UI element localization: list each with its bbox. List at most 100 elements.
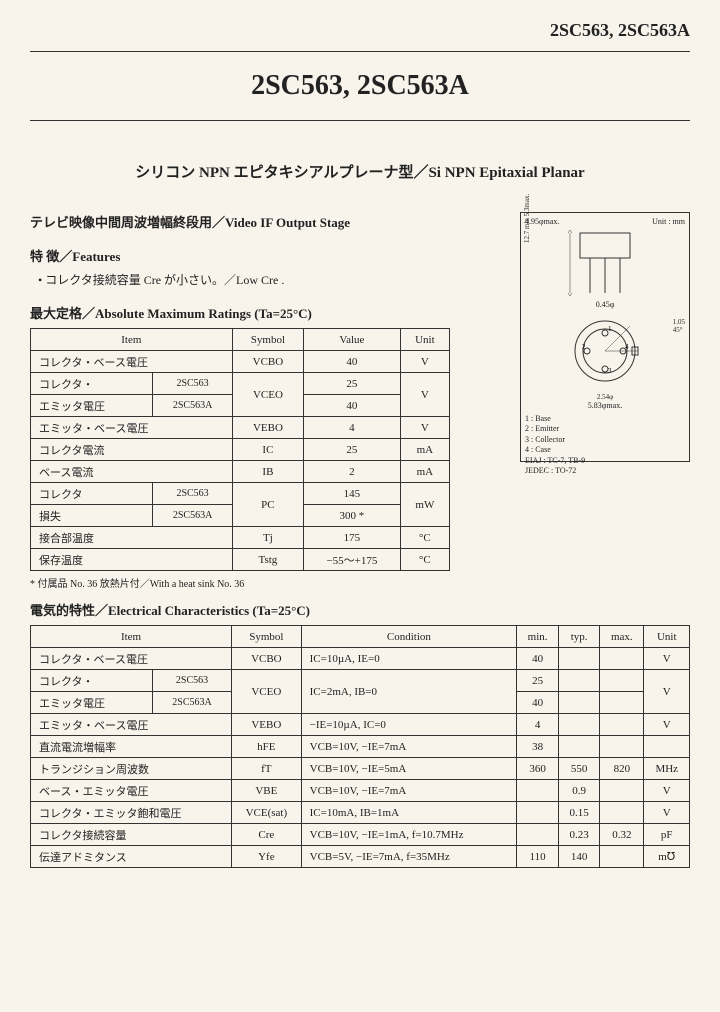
rating-value: 2 [304, 461, 401, 483]
ratings-footnote: * 付属品 No. 36 放熱片付／With a heat sink No. 3… [30, 575, 500, 590]
elec-symbol: Yfe [232, 846, 302, 868]
col-unit: Unit [644, 626, 690, 648]
rating-item: エミッタ電圧 [31, 395, 153, 417]
rating-unit: mW [400, 483, 449, 527]
elec-max [600, 736, 644, 758]
pkg-lead-width: 0.45φ [525, 300, 685, 309]
rating-unit: °C [400, 527, 449, 549]
elec-typ [559, 692, 600, 714]
rating-value: 145 [304, 483, 401, 505]
elec-max [600, 648, 644, 670]
rating-sub: 2SC563 [153, 373, 232, 395]
col-min: min. [517, 626, 559, 648]
svg-text:2: 2 [582, 343, 586, 351]
rating-unit: °C [400, 549, 449, 571]
header-part-numbers: 2SC563, 2SC563A [30, 20, 690, 41]
pkg-spread: 2.54φ [597, 393, 613, 401]
elec-unit: V [644, 714, 690, 736]
subtitle: シリコン NPN エピタキシアルプレーナ型／Si NPN Epitaxial P… [30, 161, 690, 182]
rating-sub: 2SC563A [153, 395, 232, 417]
elec-typ: 140 [559, 846, 600, 868]
rating-symbol: VCBO [232, 351, 303, 373]
rating-item: ベース電流 [31, 461, 233, 483]
rating-symbol: Tj [232, 527, 303, 549]
rating-item: コレクタ・ [31, 373, 153, 395]
rating-item: 損失 [31, 505, 153, 527]
elec-cond: IC=10µA, IE=0 [301, 648, 516, 670]
elec-symbol: VCBO [232, 648, 302, 670]
col-symbol: Symbol [232, 626, 302, 648]
rating-unit: V [400, 417, 449, 439]
elec-cond: VCB=5V, −IE=7mA, f=35MHz [301, 846, 516, 868]
rating-symbol: IC [232, 439, 303, 461]
elec-cond: VCB=10V, −IE=7mA [301, 736, 516, 758]
elec-unit: V [644, 802, 690, 824]
rating-item: エミッタ・ベース電圧 [31, 417, 233, 439]
pkg-std: EIAJ : TC-7, TB-9 [525, 456, 685, 466]
elec-min [517, 802, 559, 824]
features-heading: 特 徴／Features [30, 246, 500, 265]
pkg-bottom-view-icon: 1 2 3 4 [560, 311, 650, 391]
elec-cond: VCB=10V, −IE=1mA, f=10.7MHz [301, 824, 516, 846]
rating-unit: mA [400, 439, 449, 461]
elec-max: 820 [600, 758, 644, 780]
rating-unit: V [400, 351, 449, 373]
rating-sub: 2SC563 [153, 483, 232, 505]
application-line: テレビ映像中間周波増幅終段用／Video IF Output Stage [30, 212, 500, 231]
elec-min: 40 [517, 648, 559, 670]
elec-max: 0.32 [600, 824, 644, 846]
elec-unit: MHz [644, 758, 690, 780]
elec-item: 伝達アドミタンス [31, 846, 232, 868]
rating-value: 25 [304, 439, 401, 461]
elec-item: トランジション周波数 [31, 758, 232, 780]
svg-text:4: 4 [625, 343, 629, 351]
svg-text:1: 1 [608, 325, 612, 333]
rating-value: 175 [304, 527, 401, 549]
rating-item: 接合部温度 [31, 527, 233, 549]
elec-min: 4 [517, 714, 559, 736]
pkg-side-view-icon [560, 228, 650, 298]
col-cond: Condition [301, 626, 516, 648]
ratings-title: 最大定格／Absolute Maximum Ratings (Ta=25°C) [30, 303, 500, 322]
elec-unit: V [644, 648, 690, 670]
page-title: 2SC563, 2SC563A [30, 51, 690, 121]
rating-value: 4 [304, 417, 401, 439]
rating-value: 300 * [304, 505, 401, 527]
rating-value: 40 [304, 351, 401, 373]
elec-unit [644, 736, 690, 758]
elec-min: 38 [517, 736, 559, 758]
elec-item: コレクタ・エミッタ飽和電圧 [31, 802, 232, 824]
elec-max [600, 780, 644, 802]
elec-typ [559, 736, 600, 758]
feature-item: • コレクタ接続容量 Cre が小さい。／Low Cre . [38, 271, 500, 288]
col-unit: Unit [400, 329, 449, 351]
elec-unit: V [644, 670, 690, 714]
elec-item: ベース・エミッタ電圧 [31, 780, 232, 802]
pkg-pin: 3 : Collector [525, 435, 685, 445]
col-typ: typ. [559, 626, 600, 648]
elec-table: Item Symbol Condition min. typ. max. Uni… [30, 625, 690, 868]
elec-max [600, 846, 644, 868]
elec-cond: IC=2mA, IB=0 [301, 670, 516, 714]
elec-item: コレクタ・ [31, 670, 153, 692]
rating-symbol: Tstg [232, 549, 303, 571]
rating-value: 25 [304, 373, 401, 395]
pkg-top-rad: 1.05 [673, 318, 685, 326]
elec-title: 電気的特性／Electrical Characteristics (Ta=25°… [30, 600, 690, 619]
rating-item: コレクタ電流 [31, 439, 233, 461]
elec-cond: −IE=10µA, IC=0 [301, 714, 516, 736]
elec-symbol: fT [232, 758, 302, 780]
elec-min: 110 [517, 846, 559, 868]
rating-symbol: VEBO [232, 417, 303, 439]
col-item: Item [31, 626, 232, 648]
elec-typ: 550 [559, 758, 600, 780]
elec-cond: IC=10mA, IB=1mA [301, 802, 516, 824]
elec-item: エミッタ・ベース電圧 [31, 714, 232, 736]
rating-symbol: IB [232, 461, 303, 483]
elec-min: 40 [517, 692, 559, 714]
elec-typ [559, 648, 600, 670]
svg-text:3: 3 [608, 367, 612, 375]
rating-value: −55〜+175 [304, 549, 401, 571]
pkg-pin: 1 : Base [525, 414, 685, 424]
elec-typ [559, 670, 600, 692]
